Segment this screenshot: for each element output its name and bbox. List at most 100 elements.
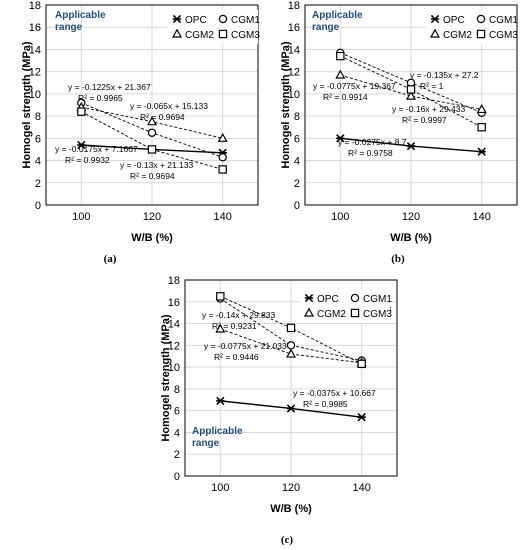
trendline-CGM1 — [220, 298, 362, 362]
data-point-CGM2 — [476, 104, 487, 114]
plot-frame — [45, 4, 259, 206]
data-point-OPC — [477, 147, 486, 156]
y-tick-label: 2 — [174, 449, 180, 461]
legend-label-CGM3: CGM3 — [231, 30, 260, 41]
data-point-CGM2 — [335, 69, 346, 79]
regression-equation: y = -0.135x + 27.2 — [410, 70, 479, 80]
x-tick-label: 120 — [282, 482, 300, 494]
series-OPC — [216, 396, 366, 422]
series-CGM2 — [335, 69, 487, 114]
legend-label-CGM2: CGM2 — [317, 309, 346, 320]
data-point-CGM3 — [77, 107, 86, 116]
y-tick-label: 10 — [29, 89, 41, 101]
chart-panel-1: 0 2 4 6 8 10 12 14 16 18 100 120 140 Homogel strength… — [21, 0, 260, 265]
series-CGM3 — [216, 292, 366, 369]
y-tick-label: 6 — [174, 406, 180, 418]
applicable-range-label: Applicable — [55, 10, 106, 21]
y-tick-label: 16 — [288, 22, 300, 34]
legend-label-CGM1: CGM1 — [231, 15, 260, 26]
legend-marker-CGM1 — [218, 14, 228, 24]
trendline-CGM2 — [220, 328, 362, 364]
regression-equation: y = -0.0775x + 19.367 — [313, 81, 396, 91]
y-tick-label: 16 — [168, 297, 180, 309]
x-tick-label: 120 — [143, 211, 161, 223]
legend: OPC CGM1 CGM2 CGM3 — [426, 10, 518, 44]
r-squared-label: R² = 0.9694 — [140, 112, 185, 122]
trendline-CGM2 — [340, 74, 482, 110]
legend-marker-OPC — [172, 14, 182, 24]
regression-equation: y = -0.0775x + 21.033 — [204, 341, 287, 351]
legend-marker-CGM3 — [218, 29, 228, 39]
y-axis-label: Homogel strength (MPa) — [280, 41, 292, 168]
r-squared-label: R² = 0.9231 — [212, 321, 257, 331]
data-point-CGM2 — [285, 348, 297, 358]
y-tick-label: 12 — [288, 67, 300, 79]
y-tick-label: 2 — [294, 178, 300, 190]
regression-equation: y = -0.14x + 29.833 — [202, 310, 276, 320]
y-tick-label: 4 — [294, 156, 300, 168]
y-axis-label: Homogel strength (MPa) — [21, 41, 33, 168]
regression-equation: y = -0.0375x + 10.667 — [293, 388, 376, 398]
legend-label-OPC: OPC — [443, 15, 465, 26]
legend-marker-CGM1 — [476, 14, 486, 24]
applicable-range-label: range — [312, 22, 340, 33]
data-point-OPC — [286, 404, 296, 413]
panel-label: (a) — [104, 253, 117, 265]
legend-marker-OPC — [304, 293, 314, 303]
legend-marker-OPC — [430, 14, 440, 24]
regression-equation: y = -0.1225x + 21.367 — [68, 82, 151, 92]
applicable-range-label: Applicable — [312, 10, 363, 21]
legend-label-CGM1: CGM1 — [363, 294, 392, 305]
r-squared-label: R² = 0.9965 — [78, 93, 123, 103]
y-tick-label: 0 — [294, 200, 300, 212]
x-axis-label: W/B (%) — [131, 232, 173, 244]
y-tick-label: 18 — [29, 0, 41, 12]
legend-label-CGM2: CGM2 — [443, 30, 472, 41]
y-tick-label: 0 — [35, 200, 41, 212]
y-tick-label: 16 — [29, 22, 41, 34]
legend-marker-CGM3 — [476, 29, 486, 39]
legend-marker-CGM2 — [303, 307, 315, 317]
x-tick-label: 100 — [72, 211, 90, 223]
data-point-CGM3 — [286, 323, 296, 333]
y-tick-label: 6 — [294, 133, 300, 145]
r-squared-label: R² = 0.9997 — [402, 115, 447, 125]
data-point-OPC — [77, 140, 86, 150]
legend-marker-CGM3 — [350, 308, 360, 318]
x-tick-label: 100 — [331, 211, 349, 223]
regression-equation: y = -0.16x + 29.433 — [392, 104, 466, 114]
data-point-OPC — [406, 141, 416, 151]
data-point-CGM3 — [218, 165, 227, 174]
applicable-range-label: range — [55, 22, 83, 33]
x-axis-label: W/B (%) — [270, 503, 312, 515]
x-tick-label: 120 — [402, 211, 420, 223]
legend-box — [300, 289, 390, 323]
y-tick-label: 8 — [294, 111, 300, 123]
data-point-CGM1 — [286, 341, 296, 350]
data-point-CGM1 — [147, 128, 157, 137]
series-OPC — [336, 134, 486, 156]
y-tick-label: 2 — [35, 178, 41, 190]
data-point-CGM3 — [406, 85, 416, 94]
data-point-CGM2 — [146, 116, 158, 126]
legend: OPC CGM1 CGM2 CGM3 — [168, 10, 260, 44]
legend-marker-CGM2 — [429, 28, 441, 38]
legend-label-CGM1: CGM1 — [489, 15, 518, 26]
chart-panel-3: 0 2 4 6 8 10 12 14 16 18 100 120 140 Homogel strength… — [160, 275, 398, 546]
y-tick-label: 12 — [29, 67, 41, 79]
y-tick-label: 12 — [168, 340, 180, 352]
series-CGM3 — [77, 107, 227, 174]
y-tick-label: 18 — [288, 0, 300, 12]
y-tick-label: 0 — [174, 471, 180, 483]
x-tick-label: 100 — [211, 482, 229, 494]
series-CGM3 — [336, 51, 486, 132]
legend-label-CGM3: CGM3 — [489, 30, 518, 41]
r-squared-label: R² = 0.9932 — [65, 155, 110, 165]
r-squared-label: R² = 0.9446 — [214, 352, 259, 362]
r-squared-label: R² = 0.9985 — [303, 399, 348, 409]
y-tick-label: 4 — [174, 427, 180, 439]
r-squared-label: R² = 0.9914 — [323, 92, 368, 102]
panel-label: (c) — [281, 534, 294, 546]
y-tick-label: 8 — [35, 111, 41, 123]
r-squared-label: R² = 0.9694 — [130, 171, 175, 181]
